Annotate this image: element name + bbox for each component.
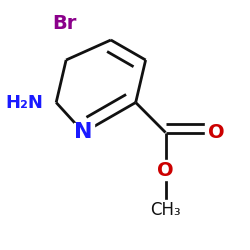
- Text: O: O: [208, 123, 224, 142]
- Point: [82, 130, 86, 134]
- Text: Br: Br: [53, 14, 77, 33]
- Point: [24, 100, 28, 104]
- Text: CH₃: CH₃: [150, 201, 181, 219]
- Point: [164, 208, 168, 212]
- Text: O: O: [157, 160, 174, 180]
- Text: N: N: [74, 122, 93, 142]
- Point: [213, 130, 217, 134]
- Point: [64, 26, 68, 30]
- Point: [164, 168, 168, 172]
- Text: H₂N: H₂N: [5, 94, 43, 112]
